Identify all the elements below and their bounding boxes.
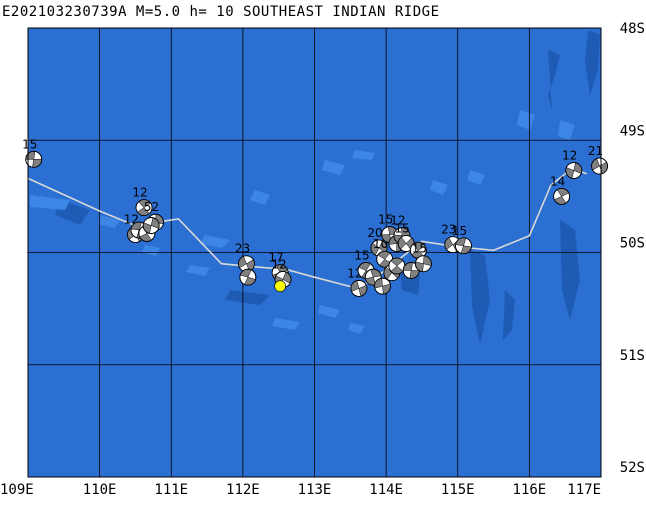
focal-mechanism bbox=[388, 257, 406, 275]
map-title: E202103230739A M=5.0 h= 10 SOUTHEAST IND… bbox=[2, 4, 440, 20]
focal-mechanism: 23 bbox=[235, 242, 255, 273]
mechanism-depth-label: 15 bbox=[378, 213, 393, 227]
focal-mechanism: 12 bbox=[562, 149, 583, 179]
mechanism-outline bbox=[374, 277, 391, 295]
mechanism-depth-label: 52 bbox=[144, 200, 159, 214]
mechanism-outline bbox=[364, 268, 382, 286]
bathymetry-features bbox=[30, 30, 600, 345]
mechanism-depth-label: 15 bbox=[354, 248, 369, 262]
mechanism-depth-label: 12 bbox=[132, 186, 147, 200]
focal-mechanism: 12 bbox=[390, 214, 411, 245]
mechanism-depth-label: 17 bbox=[268, 251, 283, 265]
mechanism-depth-label: 23 bbox=[235, 242, 250, 256]
mechanism-outline bbox=[239, 268, 257, 286]
mechanism-outline bbox=[455, 237, 472, 255]
mechanism-outline bbox=[553, 187, 571, 205]
mechanism-depth-label: 15 bbox=[452, 224, 467, 238]
focal-mechanism: 15 bbox=[412, 242, 432, 273]
mechanism-outline bbox=[135, 199, 153, 217]
mechanism-depth-label: 12 bbox=[390, 214, 405, 228]
focal-mechanism bbox=[402, 262, 420, 279]
mechanism-outline bbox=[565, 162, 583, 179]
focal-mechanism bbox=[409, 241, 427, 259]
focal-mechanism: 15 bbox=[22, 137, 43, 168]
mechanism-depth-label: 15 bbox=[395, 222, 410, 236]
lon-tick-label: 115E bbox=[441, 482, 475, 498]
mechanism-outline bbox=[142, 217, 160, 234]
focal-mechanism: 12 bbox=[132, 186, 153, 217]
target-event-layer bbox=[274, 280, 286, 292]
focal-mechanism: 12 bbox=[347, 266, 368, 297]
mechanism-depth-label: 15 bbox=[22, 137, 37, 151]
lon-tick-label: 112E bbox=[226, 482, 260, 498]
mechanism-outline bbox=[350, 280, 368, 297]
lon-tick-label: 116E bbox=[513, 482, 547, 498]
mechanism-outline bbox=[414, 255, 432, 273]
mechanism-depth-label: 23 bbox=[441, 223, 456, 237]
mechanism-depth-label: 14 bbox=[550, 174, 565, 188]
mechanism-outline bbox=[591, 157, 608, 175]
lon-tick-label: 113E bbox=[298, 482, 332, 498]
mechanism-depth-label: 20 bbox=[367, 226, 382, 240]
mechanism-depth-label: 12 bbox=[271, 257, 286, 271]
focal-mechanism bbox=[142, 217, 160, 234]
focal-mechanism bbox=[374, 277, 391, 295]
target-event-marker bbox=[274, 280, 286, 292]
focal-mechanism: 21 bbox=[588, 144, 608, 175]
lat-tick-label: 50S bbox=[620, 236, 645, 252]
lon-tick-label: 111E bbox=[154, 482, 188, 498]
focal-mechanism bbox=[239, 268, 257, 286]
lon-tick-label: 109E bbox=[0, 482, 34, 498]
mechanism-depth-label: 21 bbox=[588, 144, 603, 158]
mechanism-depth-label: 12 bbox=[562, 149, 577, 163]
lon-tick-label: 114E bbox=[369, 482, 403, 498]
axis-tick-labels: 109E 110E 111E 112E 113E 114E 115E 116E 117E 48S 4… bbox=[0, 21, 645, 498]
lat-tick-label: 51S bbox=[620, 348, 645, 364]
lon-tick-label: 117E bbox=[567, 482, 601, 498]
mechanism-outline bbox=[25, 150, 43, 168]
lon-tick-label: 110E bbox=[83, 482, 117, 498]
lat-tick-label: 48S bbox=[620, 21, 645, 37]
mechanism-depth-label: 15 bbox=[412, 242, 427, 256]
map-frame bbox=[27, 27, 602, 478]
lat-tick-label: 49S bbox=[620, 123, 645, 139]
focal-mechanism: 15 bbox=[452, 224, 472, 255]
focal-mechanism: 14 bbox=[550, 174, 571, 205]
lat-tick-label: 52S bbox=[620, 460, 645, 476]
